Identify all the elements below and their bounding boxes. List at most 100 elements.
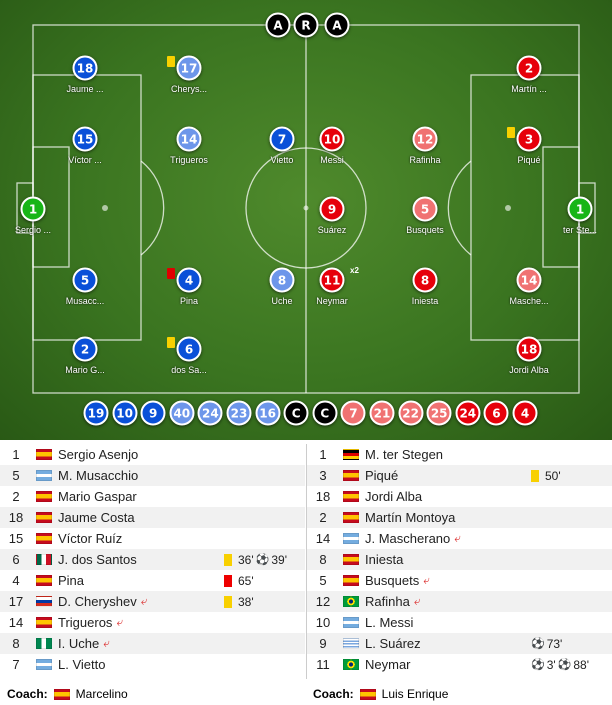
lineup-row: 11 Neymar ⚽ 3' ⚽ 88' — [307, 654, 612, 675]
player-name[interactable]: M. ter Stegen — [365, 447, 444, 462]
red-card-icon — [167, 268, 175, 279]
player-label: Jordi Alba — [509, 365, 549, 375]
player-marker[interactable]: 12 — [412, 126, 438, 152]
player-name[interactable]: D. Cheryshev — [58, 594, 137, 609]
bench-player-marker[interactable]: 16 — [255, 400, 281, 426]
bench-player-marker[interactable]: 6 — [483, 400, 509, 426]
match-events: ⚽ 3' ⚽ 88' — [531, 658, 589, 672]
shirt-number: 6 — [12, 552, 20, 567]
player-marker[interactable]: 15 — [72, 126, 98, 152]
flag-es-icon — [343, 470, 359, 481]
player-marker[interactable]: 6 — [176, 336, 202, 362]
match-events: 65' — [224, 574, 254, 588]
player-name[interactable]: Iniesta — [365, 552, 404, 567]
player-name[interactable]: Neymar — [365, 657, 411, 672]
shirt-number: 10 — [315, 615, 331, 630]
player-name[interactable]: I. Uche — [58, 636, 100, 651]
player-marker[interactable]: 9 — [319, 196, 345, 222]
player-name[interactable]: Jordi Alba — [365, 489, 423, 504]
yellow-card-icon — [531, 469, 539, 482]
player-name[interactable]: M. Musacchio — [58, 468, 139, 483]
player-label: Pina — [179, 296, 199, 306]
player-label: Musacc... — [65, 296, 105, 306]
flag-ar-icon — [343, 617, 359, 628]
event-minute: 3' — [546, 657, 556, 672]
player-name[interactable]: Mario Gaspar — [58, 489, 137, 504]
player-name[interactable]: Busquets — [365, 573, 420, 588]
bench-player-marker[interactable]: 22 — [398, 400, 424, 426]
lineup-row: 10 L. Messi — [307, 612, 612, 633]
match-events: 36' ⚽ 39' — [224, 553, 287, 567]
bench-player-marker[interactable]: 4 — [512, 400, 538, 426]
bench-player-marker[interactable]: C — [312, 400, 338, 426]
bench-player-marker[interactable]: 19 — [83, 400, 109, 426]
player-marker[interactable]: 14 — [516, 267, 542, 293]
bench-player-marker[interactable]: 7 — [340, 400, 366, 426]
bench-player-marker[interactable]: 10 — [112, 400, 138, 426]
player-label: ter Ste... — [562, 225, 598, 235]
player-marker[interactable]: 2 — [516, 55, 542, 81]
player-marker[interactable]: 17 — [176, 55, 202, 81]
bench-player-marker[interactable]: 9 — [140, 400, 166, 426]
bench-player-marker[interactable]: 25 — [426, 400, 452, 426]
lineup-row: 2 Martín Montoya — [307, 507, 612, 528]
goal-count-badge: x2 — [350, 266, 359, 275]
player-label: Martín ... — [511, 84, 547, 94]
player-label: Rafinha — [409, 155, 441, 165]
player-label: Vietto — [270, 155, 294, 165]
player-marker[interactable]: 8 — [269, 267, 295, 293]
coach-label: Coach: — [7, 687, 48, 701]
lineup-row: 17 D. Cheryshev ⤶ 38' — [0, 591, 305, 612]
coach-name[interactable]: Marcelino — [75, 687, 128, 701]
player-marker[interactable]: 7 — [269, 126, 295, 152]
bench-player-marker[interactable]: 24 — [455, 400, 481, 426]
player-name[interactable]: Martín Montoya — [365, 510, 456, 525]
player-marker[interactable]: 14 — [176, 126, 202, 152]
referee-marker[interactable]: R — [293, 12, 319, 38]
player-marker[interactable]: 8 — [412, 267, 438, 293]
player-name[interactable]: Rafinha — [365, 594, 410, 609]
bench-player-marker[interactable]: C — [283, 400, 309, 426]
player-name[interactable]: Piqué — [365, 468, 399, 483]
player-marker[interactable]: 4 — [176, 267, 202, 293]
flag-es-icon — [36, 533, 52, 544]
bench-player-marker[interactable]: 24 — [197, 400, 223, 426]
player-marker[interactable]: 18 — [516, 336, 542, 362]
player-name[interactable]: J. dos Santos — [58, 552, 137, 567]
match-events: ⚽ 73' — [531, 637, 562, 651]
player-label: Messi — [320, 155, 344, 165]
player-name[interactable]: Jaume Costa — [58, 510, 135, 525]
player-name[interactable]: J. Mascherano — [365, 531, 451, 546]
player-marker[interactable]: 11 — [319, 267, 345, 293]
player-name[interactable]: Sergio Asenjo — [58, 447, 139, 462]
shirt-number: 5 — [12, 468, 20, 483]
shirt-number: 18 — [8, 510, 24, 525]
player-name[interactable]: Víctor Ruíz — [58, 531, 123, 546]
coach-name[interactable]: Luis Enrique — [381, 687, 449, 701]
player-marker[interactable]: 5 — [412, 196, 438, 222]
bench-player-marker[interactable]: 23 — [226, 400, 252, 426]
coach-label: Coach: — [313, 687, 354, 701]
player-name[interactable]: Pina — [58, 573, 85, 588]
bench-player-marker[interactable]: 40 — [169, 400, 195, 426]
referee-marker[interactable]: A — [265, 12, 291, 38]
player-marker[interactable]: 1 — [20, 196, 46, 222]
player-marker[interactable]: 18 — [72, 55, 98, 81]
player-marker[interactable]: 2 — [72, 336, 98, 362]
player-marker[interactable]: 1 — [567, 196, 593, 222]
flag-es-icon — [36, 617, 52, 628]
player-marker[interactable]: 3 — [516, 126, 542, 152]
player-name[interactable]: L. Suárez — [365, 636, 421, 651]
player-marker[interactable]: 5 — [72, 267, 98, 293]
player-label: Masche... — [509, 296, 549, 306]
player-name[interactable]: L. Vietto — [58, 657, 106, 672]
player-name[interactable]: Trigueros — [58, 615, 113, 630]
flag-es-icon — [343, 512, 359, 523]
bench-player-marker[interactable]: 21 — [369, 400, 395, 426]
referee-marker[interactable]: A — [324, 12, 350, 38]
lineup-row: 1 Sergio Asenjo — [0, 444, 305, 465]
shirt-number: 1 — [12, 447, 20, 462]
player-name[interactable]: L. Messi — [365, 615, 414, 630]
player-marker[interactable]: 10 — [319, 126, 345, 152]
lineup-row: 8 Iniesta — [307, 549, 612, 570]
